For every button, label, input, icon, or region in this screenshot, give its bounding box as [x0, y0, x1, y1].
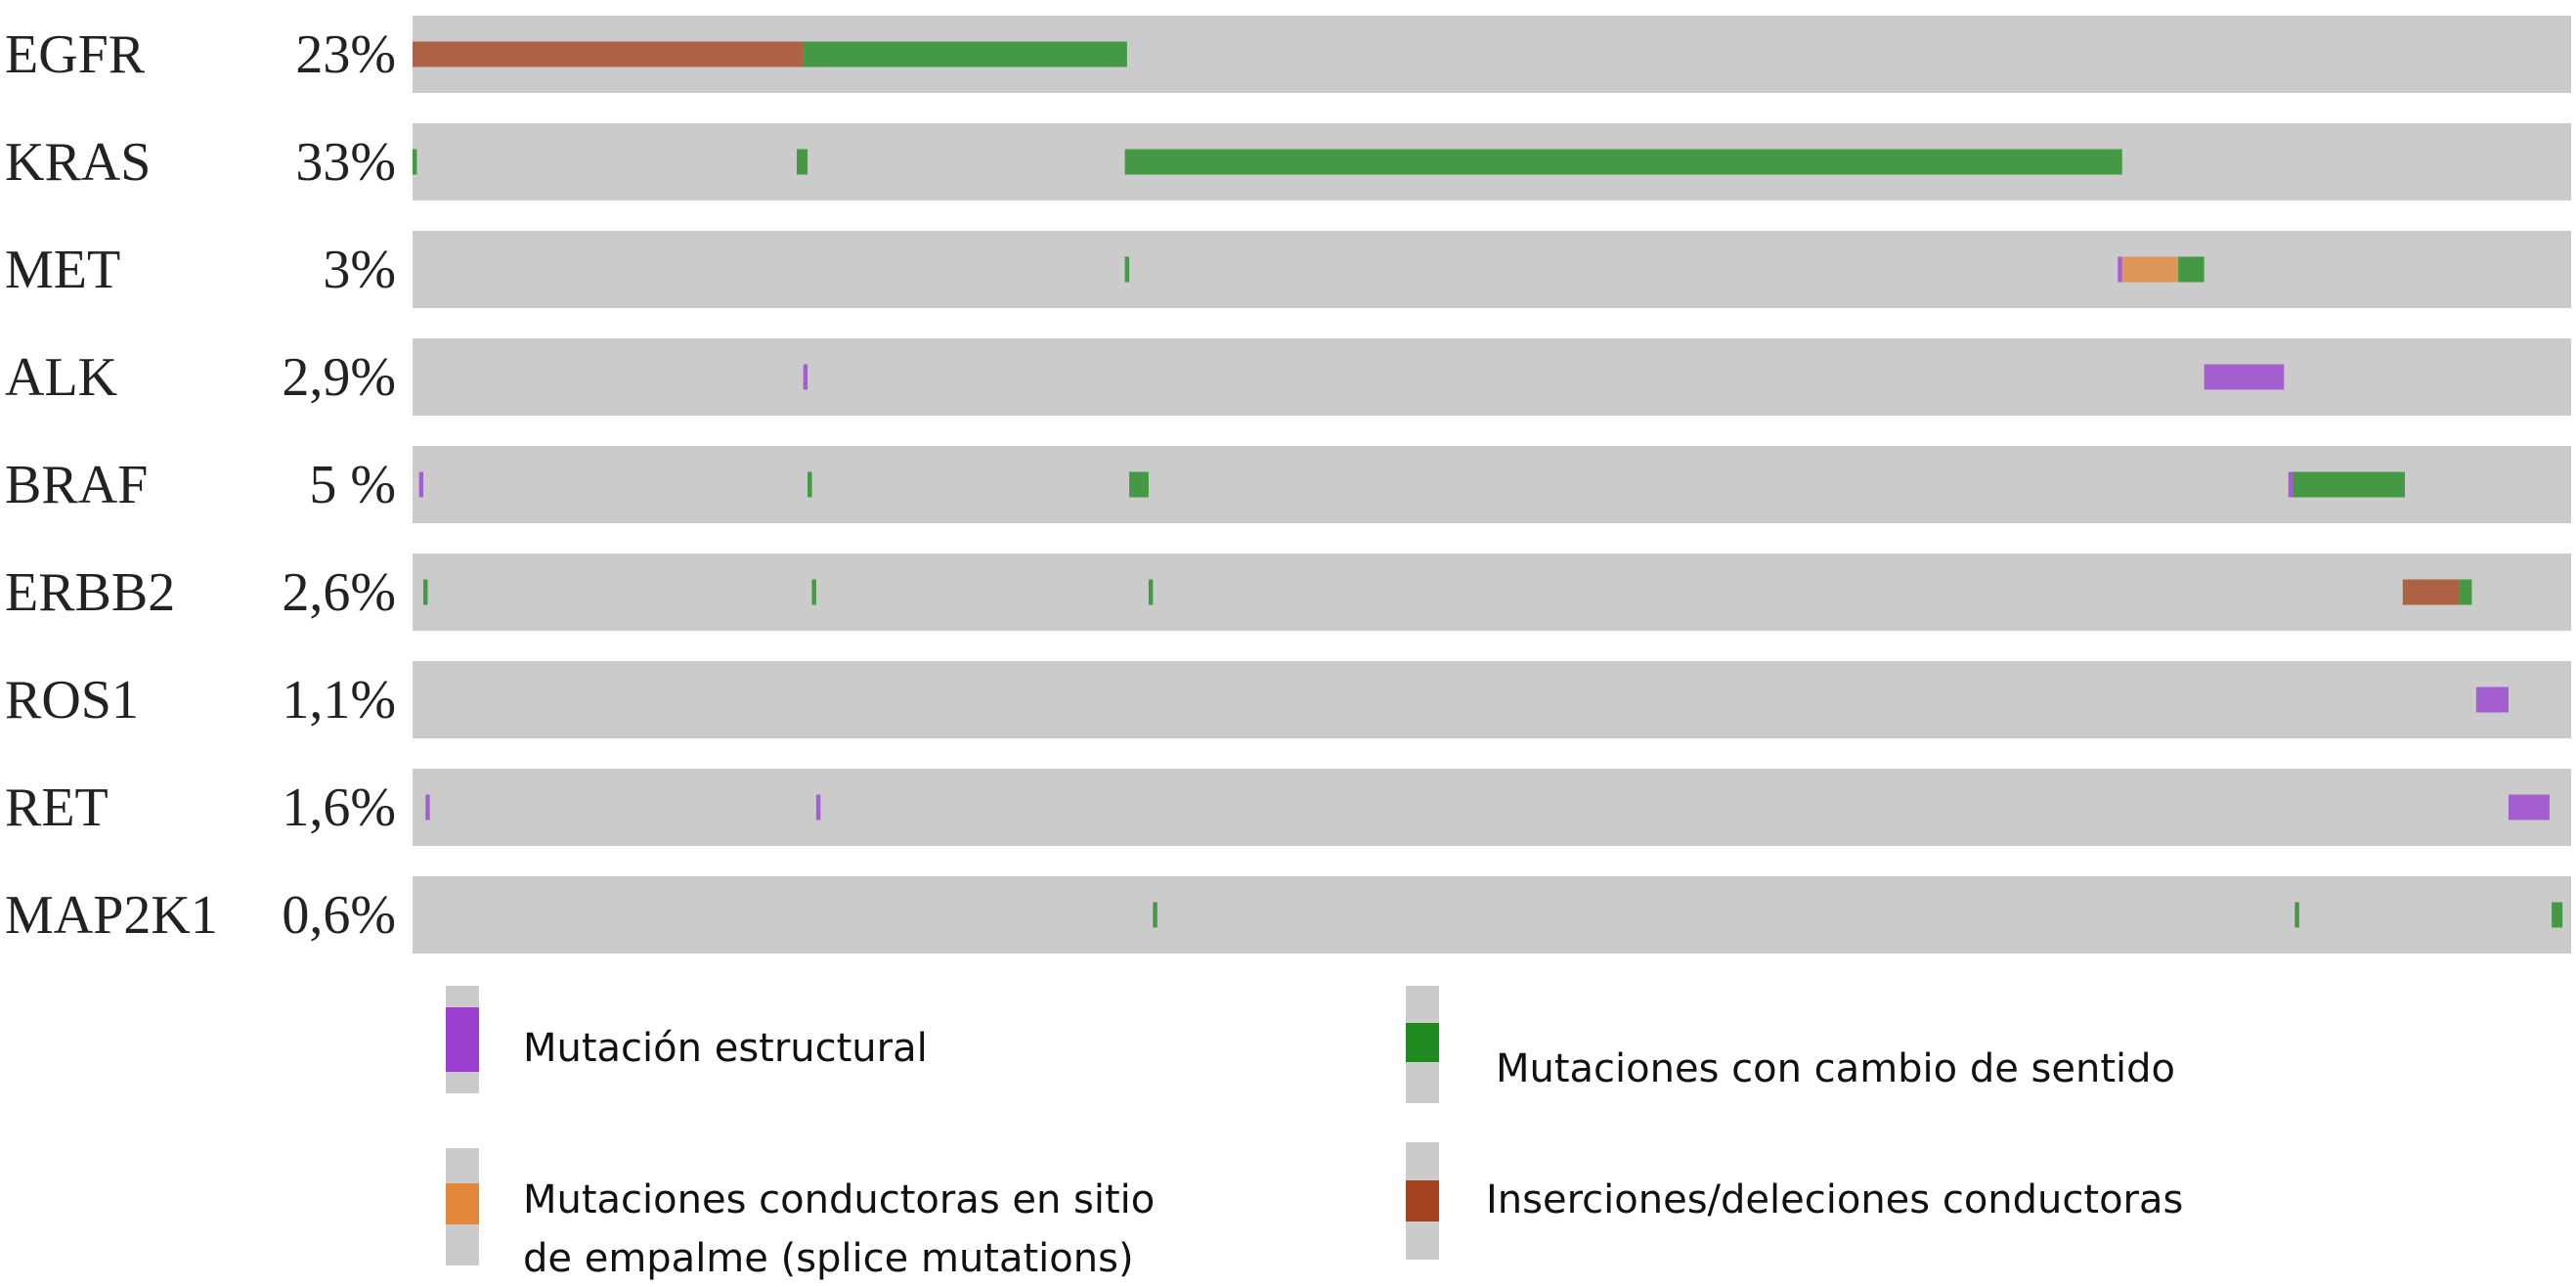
segment-map2k1-missense-1 [2294, 902, 2299, 928]
segment-kras-missense-1 [797, 149, 808, 175]
segment-erbb2-missense-1 [811, 579, 816, 605]
segment-erbb2-missense-0 [423, 579, 428, 605]
gene-label-ros1: ROS1 [5, 670, 139, 731]
gene-label-map2k1: MAP2K1 [5, 885, 218, 946]
pct-label-erbb2: 2,6% [282, 562, 396, 623]
legend-label-splice-line1: Mutaciones conductoras en sitio [523, 1177, 1155, 1222]
segment-erbb2-indel-3 [2402, 579, 2460, 605]
gene-label-erbb2: ERBB2 [5, 562, 175, 623]
segment-braf-missense-1 [808, 471, 812, 498]
legend-label-structural: Mutación estructural [523, 1026, 928, 1071]
segment-map2k1-missense-2 [2552, 902, 2563, 928]
pct-label-alk: 2,9% [282, 347, 396, 408]
segment-egfr-missense-1 [803, 41, 1127, 67]
segment-kras-missense-2 [1124, 149, 2122, 175]
gene-label-ret: RET [5, 777, 109, 838]
segment-ret-structural-1 [815, 794, 821, 821]
gene-label-braf: BRAF [5, 455, 148, 515]
track-map2k1 [413, 876, 2571, 954]
row-map2k1: MAP2K1 0,6% [5, 876, 2571, 954]
gene-label-kras: KRAS [5, 132, 151, 193]
segment-ret-structural-2 [2508, 794, 2550, 821]
track-ros1 [413, 661, 2571, 738]
segment-met-splice-2 [2121, 256, 2179, 283]
segment-erbb2-missense-4 [2459, 579, 2472, 605]
track-erbb2 [413, 554, 2571, 631]
legend-swatch-splice [446, 1183, 479, 1224]
row-braf: BRAF 5 % [5, 446, 2571, 523]
row-ros1: ROS1 1,1% [5, 661, 2571, 738]
gene-label-egfr: EGFR [5, 24, 146, 85]
row-ret: RET 1,6% [5, 769, 2571, 846]
segment-egfr-indel-0 [413, 41, 804, 67]
segment-alk-structural-0 [803, 364, 808, 390]
row-kras: KRAS 33% [5, 123, 2571, 200]
legend-item-structural: Mutación estructural [446, 986, 928, 1093]
legend-label-missense: Mutaciones con cambio de sentido [1496, 1046, 2175, 1091]
row-erbb2: ERBB2 2,6% [5, 554, 2571, 631]
track-met [413, 231, 2571, 308]
pct-label-met: 3% [323, 240, 396, 300]
track-ret [413, 769, 2571, 846]
segment-ret-structural-0 [425, 794, 430, 821]
segment-ros1-structural-0 [2475, 687, 2509, 713]
segment-erbb2-missense-2 [1148, 579, 1154, 605]
pct-label-braf: 5 % [309, 455, 396, 515]
pct-label-egfr: 23% [295, 24, 396, 85]
segment-braf-missense-4 [2292, 471, 2405, 498]
legend: Mutación estructural Mutaciones con camb… [446, 986, 2183, 1281]
legend-item-missense: Mutaciones con cambio de sentido [1406, 986, 2175, 1103]
row-alk: ALK 2,9% [5, 338, 2571, 416]
segment-met-structural-1 [2118, 256, 2122, 283]
legend-item-indel: Inserciones/deleciones conductoras [1406, 1142, 2183, 1260]
legend-label-indel: Inserciones/deleciones conductoras [1486, 1177, 2183, 1222]
track-braf [413, 446, 2571, 523]
oncoprint-rows: EGFR 23% KRAS 33% MET 3% ALK 2,9% BRAF 5 % ERBB2 2,… [5, 16, 2571, 954]
gene-label-met: MET [5, 240, 120, 300]
legend-swatch-structural [446, 1007, 479, 1072]
segment-kras-missense-0 [413, 149, 417, 175]
pct-label-kras: 33% [295, 132, 396, 193]
pct-label-map2k1: 0,6% [282, 885, 396, 946]
legend-item-splice: Mutaciones conductoras en sitio de empal… [446, 1148, 1155, 1281]
legend-swatch-indel [1406, 1180, 1439, 1221]
legend-label-splice-line2: de empalme (splice mutations) [523, 1236, 1134, 1281]
segment-braf-structural-0 [418, 471, 424, 498]
segment-met-missense-0 [1124, 256, 1130, 283]
segment-braf-structural-3 [2288, 471, 2293, 498]
row-met: MET 3% [5, 231, 2571, 308]
legend-swatch-missense [1406, 1023, 1439, 1062]
gene-label-alk: ALK [5, 347, 117, 408]
segment-map2k1-missense-0 [1153, 902, 1157, 928]
pct-label-ret: 1,6% [282, 777, 396, 838]
segment-braf-missense-2 [1129, 471, 1149, 498]
segment-met-missense-3 [2178, 256, 2205, 283]
pct-label-ros1: 1,1% [282, 670, 396, 731]
segment-alk-structural-1 [2204, 364, 2285, 390]
row-egfr: EGFR 23% [5, 16, 2571, 93]
